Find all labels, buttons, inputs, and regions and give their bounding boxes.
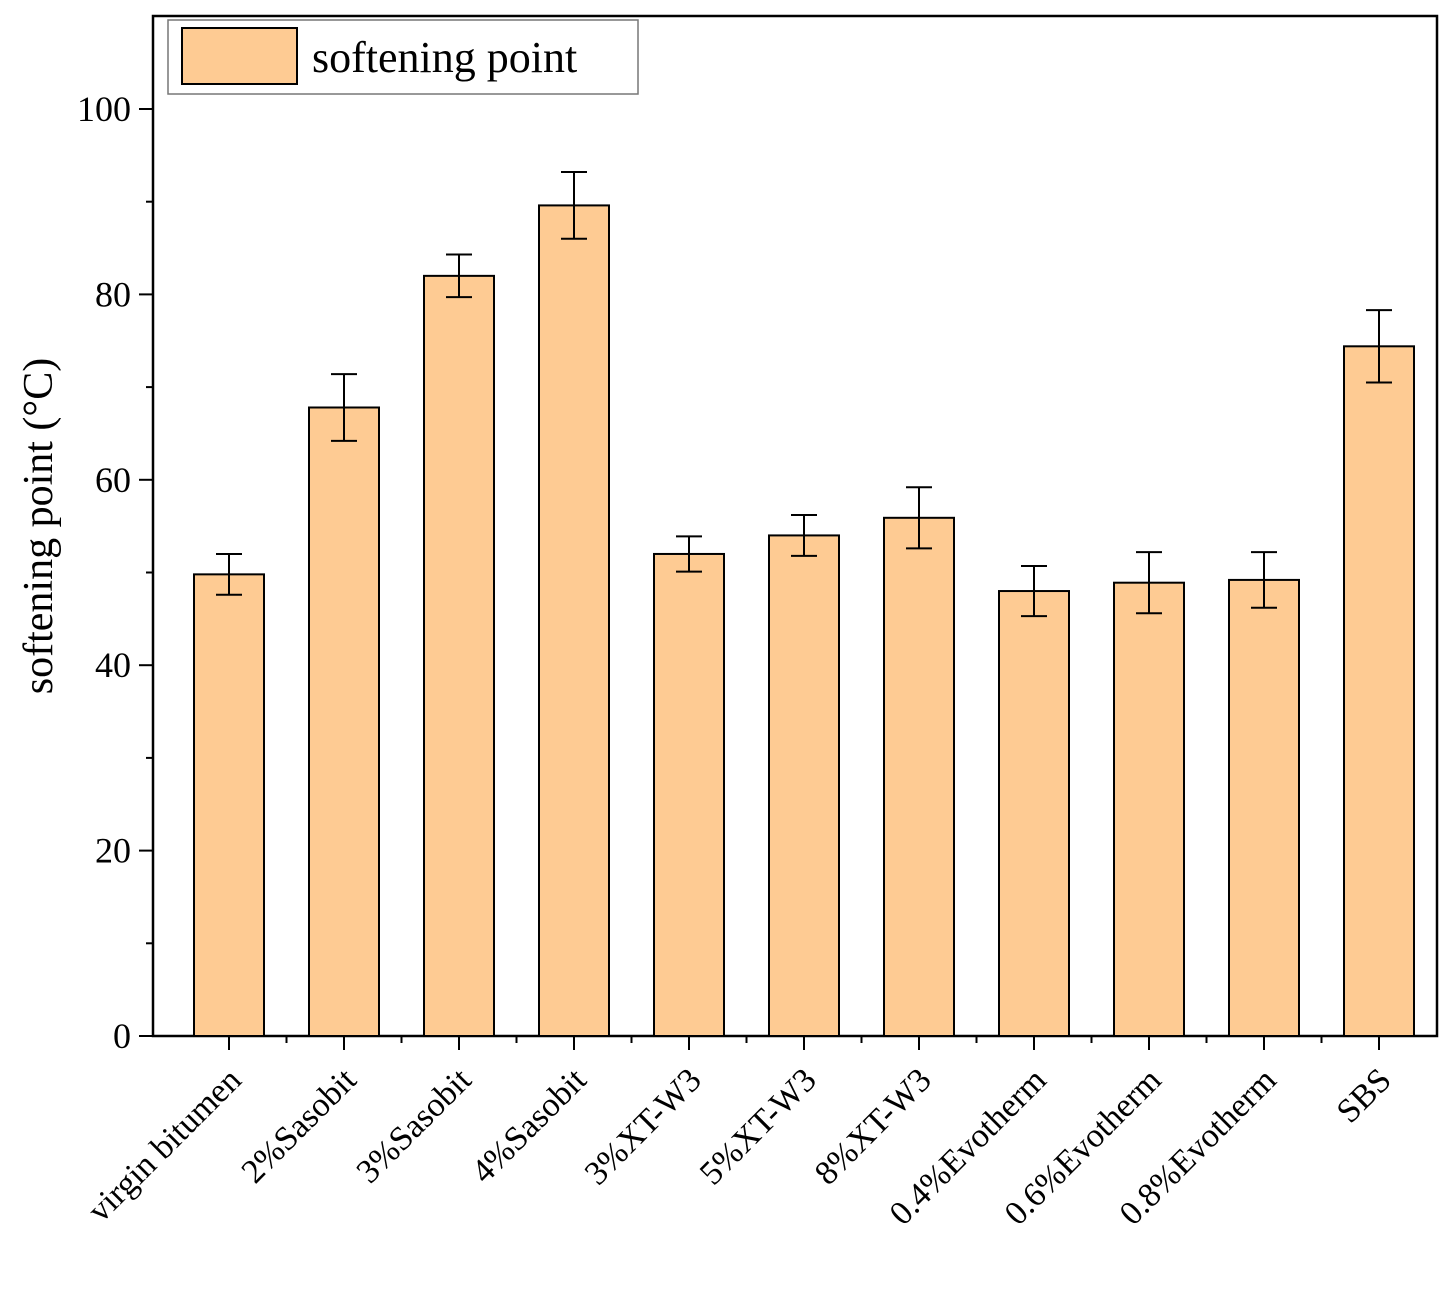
y-tick-label: 80: [95, 274, 131, 314]
y-axis-title: softening point (°C): [16, 358, 62, 694]
bar: [1228, 578, 1300, 1038]
x-tick-label: 3%Sasobit: [350, 1061, 479, 1190]
x-tick-label: 3%XT-W3: [578, 1061, 709, 1192]
legend: softening point: [167, 19, 639, 95]
y-tick-label: 20: [95, 831, 131, 871]
bar: [193, 573, 265, 1037]
legend-swatch: [181, 27, 298, 85]
bar: [653, 552, 725, 1038]
y-tick-label: 40: [95, 645, 131, 685]
x-tick-label: virgin bitumen: [81, 1061, 249, 1229]
y-tick-label: 60: [95, 460, 131, 500]
bar: [308, 406, 380, 1037]
y-tick-label: 100: [77, 89, 131, 129]
y-tick-label: 0: [113, 1016, 131, 1056]
bar: [1113, 581, 1185, 1038]
x-tick-label: 4%Sasobit: [465, 1061, 594, 1190]
bar: [883, 516, 955, 1037]
x-tick-label: 5%XT-W3: [693, 1061, 824, 1192]
bar: [998, 590, 1070, 1037]
x-tick-label: SBS: [1330, 1061, 1399, 1130]
bar: [538, 204, 610, 1037]
bar: [768, 534, 840, 1037]
bars-layer: [193, 171, 1415, 1038]
bar: [1343, 345, 1415, 1037]
bar: [423, 274, 495, 1037]
legend-label: softening point: [312, 33, 577, 82]
x-tick-label: 2%Sasobit: [235, 1061, 364, 1190]
axes-layer: virgin bitumen2%Sasobit3%Sasobit4%Sasobi…: [77, 89, 1399, 1233]
